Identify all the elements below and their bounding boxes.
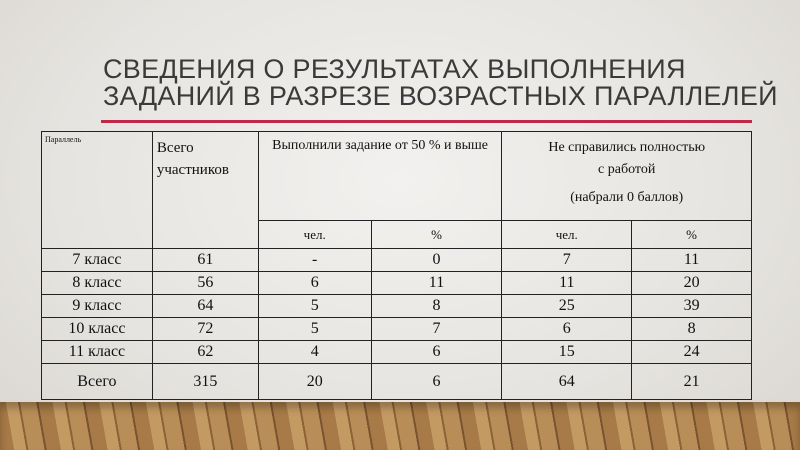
table-cell: 8 класс [41, 271, 153, 295]
header-failed: Не справились полностью с работой (набра… [501, 131, 752, 221]
table-cell: 21 [631, 363, 752, 400]
table-cell: 9 класс [41, 294, 153, 318]
table-cell: 72 [151, 317, 259, 341]
table-row: 10 класс 72 5 7 6 8 [41, 317, 752, 341]
total-row: Всего 315 20 6 64 21 [41, 363, 752, 400]
header-failed-line2: с работой [598, 162, 656, 177]
table-cell: 7 [501, 248, 633, 272]
title-line-1: СВЕДЕНИЯ О РЕЗУЛЬТАТАХ ВЫПОЛНЕНИЯ [103, 54, 686, 84]
table-cell: 7 [370, 317, 503, 341]
table-cell: 0 [370, 248, 503, 272]
table-cell: 15 [501, 340, 633, 364]
table-cell: 11 [370, 271, 503, 295]
table-cell: 11 [501, 271, 633, 295]
table-cell: 7 класс [41, 248, 153, 272]
table-cell: 62 [151, 340, 259, 364]
table-cell: 6 [257, 271, 372, 295]
table-cell: 4 [257, 340, 372, 364]
header-total: Всего участников [151, 131, 259, 249]
header-total-line1: Всего [156, 140, 194, 156]
header-row: Параллель Всего участников Выполнили зад… [41, 131, 752, 249]
table-cell: - [257, 248, 372, 272]
table-row: 7 класс 61-0 7 11 [41, 248, 752, 272]
header-passed: Выполнили задание от 50 % и выше [257, 131, 503, 221]
header-failed-line1: Не справились полностью [548, 140, 706, 155]
table-row: 9 класс 64 5 8 25 39 [41, 294, 752, 318]
header-failed-line3: (набрали 0 баллов) [570, 190, 684, 205]
table-row: 11 класс 62 4 6 15 24 [41, 340, 752, 364]
table-cell: 6 [370, 340, 503, 364]
table-cell: 25 [501, 294, 633, 318]
table-cell: 39 [631, 294, 752, 318]
table-cell: 5 [257, 317, 372, 341]
table-cell: 8 [631, 317, 752, 341]
table-cell: Всего [41, 363, 153, 400]
table-cell: 6 [501, 317, 633, 341]
sub-failed-count: чел. [501, 220, 633, 249]
table-cell: 20 [257, 363, 372, 400]
table-cell: 61 [151, 248, 259, 272]
sub-failed-pct: % [631, 220, 752, 249]
table-cell: 315 [151, 363, 259, 400]
table-cell: 56 [151, 271, 259, 295]
table-cell: 64 [501, 363, 633, 400]
sub-passed-count: чел. [257, 220, 372, 249]
table-cell: 24 [631, 340, 752, 364]
header-total-line2: участников [156, 162, 229, 178]
table-cell: 20 [631, 271, 752, 295]
table-cell: 5 [257, 294, 372, 318]
table-cell: 64 [151, 294, 259, 318]
table-cell: 10 класс [41, 317, 153, 341]
title-underline [101, 120, 752, 123]
header-parallel: Параллель [41, 131, 153, 249]
title-line-2: ЗАДАНИЙ В РАЗРЕЗЕ ВОЗРАСТНЫХ ПАРАЛЛЕЛЕЙ [103, 81, 778, 111]
table-row: 8 класс 56 6 11 11 20 [41, 271, 752, 295]
wood-floor-background [0, 402, 800, 450]
table-cell: 6 [370, 363, 503, 400]
sub-passed-pct: % [370, 220, 503, 249]
table-cell: 8 [370, 294, 503, 318]
slide-title: СВЕДЕНИЯ О РЕЗУЛЬТАТАХ ВЫПОЛНЕНИЯ ЗАДАНИ… [103, 56, 778, 110]
table-cell: 11 класс [41, 340, 153, 364]
table-cell: 11 [631, 248, 752, 272]
results-table: Параллель Всего участников Выполнили зад… [41, 131, 752, 400]
